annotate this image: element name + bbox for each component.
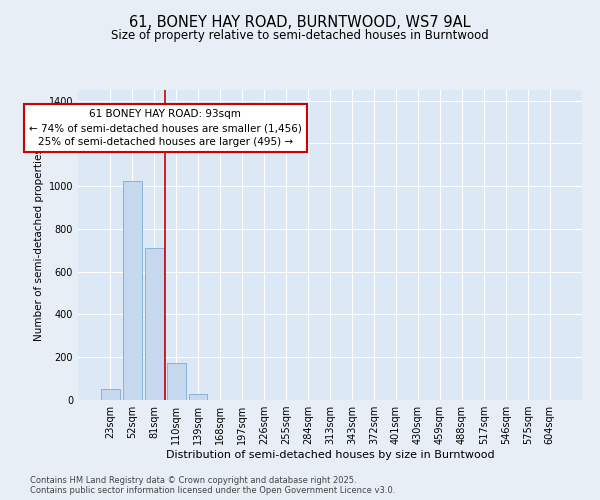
Bar	[123, 181, 142, 400]
Text: Contains HM Land Registry data © Crown copyright and database right 2025.
Contai: Contains HM Land Registry data © Crown c…	[30, 476, 395, 495]
Text: 61, BONEY HAY ROAD, BURNTWOOD, WS7 9AL: 61, BONEY HAY ROAD, BURNTWOOD, WS7 9AL	[129, 15, 471, 30]
Y-axis label: Number of semi-detached properties: Number of semi-detached properties	[34, 148, 44, 342]
Bar	[145, 248, 164, 400]
Bar	[101, 390, 119, 400]
Bar	[167, 362, 185, 400]
Text: Size of property relative to semi-detached houses in Burntwood: Size of property relative to semi-detach…	[111, 28, 489, 42]
Text: 61 BONEY HAY ROAD: 93sqm
← 74% of semi-detached houses are smaller (1,456)
25% o: 61 BONEY HAY ROAD: 93sqm ← 74% of semi-d…	[29, 109, 302, 147]
X-axis label: Distribution of semi-detached houses by size in Burntwood: Distribution of semi-detached houses by …	[166, 450, 494, 460]
Bar	[189, 394, 208, 400]
